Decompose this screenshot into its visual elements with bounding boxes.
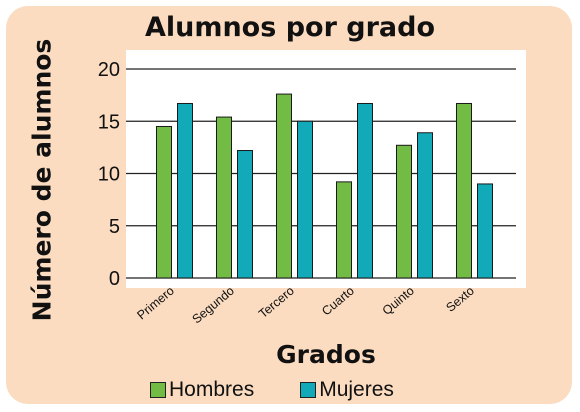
bar-hombres-cuarto bbox=[336, 181, 352, 279]
y-tick-label: 20 bbox=[98, 59, 120, 81]
legend: Hombres Mujeres bbox=[150, 377, 440, 403]
x-tick-label: Cuarto bbox=[319, 284, 357, 319]
legend-label-hombres: Hombres bbox=[169, 378, 255, 401]
chart-title: Alumnos por grado bbox=[144, 12, 436, 43]
bars bbox=[156, 93, 493, 279]
legend-label-mujeres: Mujeres bbox=[319, 378, 394, 401]
bar-hombres-tercero bbox=[276, 93, 292, 279]
x-tick-label: Tercero bbox=[256, 284, 297, 322]
y-tick-label: 15 bbox=[98, 111, 120, 133]
legend-item-hombres: Hombres bbox=[150, 378, 254, 402]
y-tick-label: 0 bbox=[109, 268, 120, 290]
bar-mujeres-segundo bbox=[237, 150, 253, 279]
bar-mujeres-quinto bbox=[417, 132, 433, 279]
bar-mujeres-primero bbox=[177, 102, 193, 279]
bar-mujeres-tercero bbox=[297, 120, 313, 279]
x-tick-label: Primero bbox=[134, 284, 177, 323]
x-axis-label: Grados bbox=[276, 340, 376, 369]
bar-hombres-primero bbox=[156, 125, 172, 279]
legend-item-mujeres: Mujeres bbox=[300, 378, 394, 402]
x-tick-labels: Primero Segundo Tercero Cuarto Quinto Sexto bbox=[134, 284, 477, 327]
y-tick-label: 10 bbox=[98, 164, 120, 186]
x-tick-label: Sexto bbox=[443, 284, 477, 315]
legend-swatch-hombres bbox=[150, 382, 166, 398]
legend-swatch-mujeres bbox=[300, 382, 317, 398]
bar-mujeres-cuarto bbox=[357, 102, 373, 279]
bar-mujeres-sexto bbox=[477, 183, 493, 279]
x-tick-label: Quinto bbox=[380, 284, 417, 318]
x-tick-label: Segundo bbox=[190, 284, 237, 327]
bar-hombres-sexto bbox=[456, 102, 472, 279]
y-tick-labels: 0 5 10 15 20 bbox=[98, 59, 120, 290]
bar-hombres-segundo bbox=[216, 116, 232, 279]
bar-hombres-quinto bbox=[396, 144, 412, 279]
y-tick-label: 5 bbox=[109, 216, 120, 238]
